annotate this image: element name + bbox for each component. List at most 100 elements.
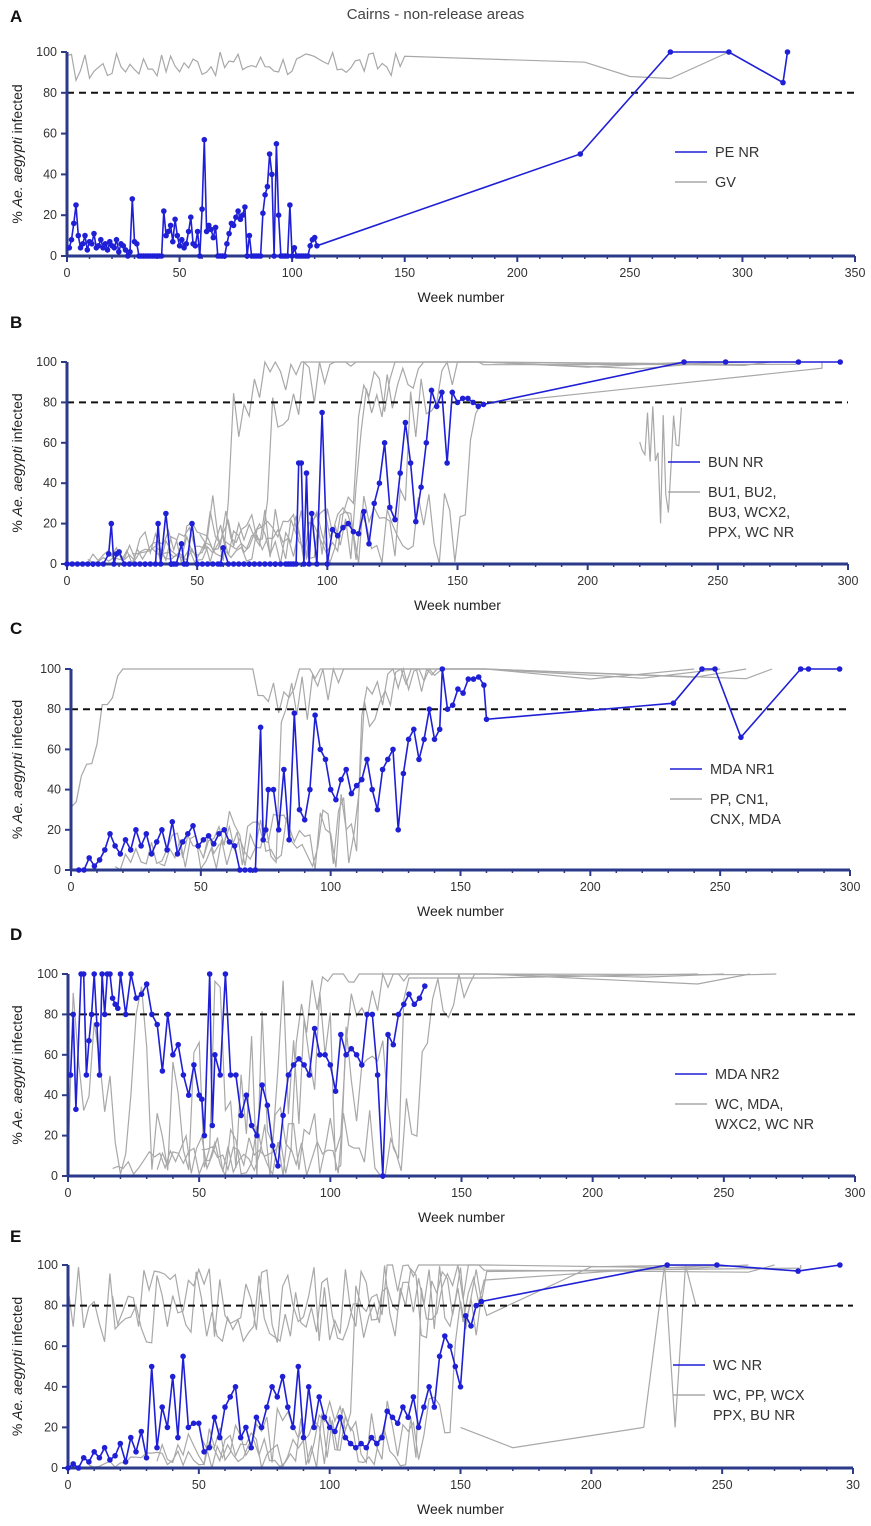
- data-point-c: [333, 796, 339, 803]
- data-point-b: [131, 561, 138, 567]
- data-point-d: [227, 1072, 234, 1078]
- data-point-b: [194, 561, 200, 567]
- data-point-a: [273, 141, 280, 147]
- gray-trace-e-3: [156, 1264, 749, 1466]
- data-point-a: [129, 196, 136, 202]
- data-point-c: [102, 847, 108, 853]
- data-point-b: [178, 541, 185, 547]
- data-point-a: [271, 253, 277, 259]
- data-point-b: [334, 532, 341, 539]
- x-tick-label-e-150: 150: [450, 1478, 471, 1492]
- data-point-e: [133, 1449, 139, 1455]
- data-point-c: [275, 827, 282, 833]
- data-point-b: [121, 561, 128, 567]
- data-point-c: [449, 702, 456, 708]
- data-point-c: [307, 786, 313, 793]
- data-point-e: [664, 1262, 670, 1268]
- data-point-e: [337, 1414, 343, 1421]
- legend-label-gray-b: BU1, BU2,: [708, 485, 777, 501]
- data-point-e: [70, 1461, 76, 1467]
- chart-panel-a: A 0 20 40 60 80 100 0 50 100 150 200 250 300 350 Week n…: [0, 0, 871, 306]
- y-tick-label-b-100: 100: [36, 355, 57, 369]
- data-point-d: [374, 1072, 381, 1078]
- data-point-a: [113, 236, 120, 243]
- y-tick-label-c-0: 0: [54, 863, 61, 877]
- data-point-b: [69, 561, 75, 567]
- data-point-e: [295, 1363, 302, 1370]
- data-point-c: [138, 843, 144, 849]
- data-point-d: [201, 1132, 208, 1139]
- data-point-c: [281, 766, 287, 773]
- data-point-c: [91, 863, 98, 869]
- data-point-c: [153, 839, 160, 845]
- data-point-a: [192, 243, 199, 249]
- data-point-e: [442, 1333, 448, 1339]
- data-point-b: [376, 480, 383, 486]
- data-point-d: [107, 971, 113, 977]
- data-point-d: [112, 1001, 118, 1008]
- gray-trace-c-4: [202, 667, 773, 868]
- data-point-d: [406, 991, 412, 997]
- data-point-a: [257, 253, 264, 259]
- x-axis-title-b: Week number: [414, 597, 501, 612]
- data-point-c: [348, 790, 355, 797]
- data-point-d: [86, 1037, 92, 1044]
- data-point-d: [395, 1011, 402, 1018]
- data-point-d: [80, 971, 87, 977]
- y-tick-label-b-0: 0: [50, 557, 57, 571]
- x-tick-label-e-300: 30: [846, 1478, 860, 1492]
- data-point-a: [134, 241, 140, 247]
- y-tick-label-d-80: 80: [44, 1007, 58, 1021]
- data-point-e: [415, 1424, 422, 1431]
- x-tick-label-e-200: 200: [581, 1478, 602, 1492]
- y-tick-label-a-0: 0: [50, 249, 57, 263]
- data-point-e: [326, 1424, 333, 1431]
- data-point-c: [148, 851, 155, 857]
- data-point-a: [84, 247, 91, 253]
- data-point-a: [199, 206, 205, 212]
- gray-trace-c-3: [159, 666, 747, 871]
- data-point-e: [374, 1440, 380, 1447]
- data-point-c: [374, 806, 381, 813]
- data-point-c: [338, 776, 344, 783]
- data-point-c: [237, 867, 243, 873]
- data-point-a: [206, 222, 212, 229]
- data-point-c: [405, 736, 412, 743]
- data-point-a: [170, 238, 176, 245]
- data-point-d: [117, 971, 124, 977]
- data-point-b: [246, 561, 252, 567]
- x-tick-label-d-250: 250: [713, 1186, 734, 1200]
- data-point-c: [317, 746, 324, 753]
- data-point-c: [426, 706, 433, 712]
- data-point-a: [226, 230, 232, 237]
- panel-letter-a: A: [10, 7, 22, 26]
- data-point-d: [317, 1052, 323, 1058]
- series-line-a: [68, 51, 789, 258]
- data-point-e: [91, 1449, 97, 1455]
- y-tick-label-a-40: 40: [43, 167, 57, 181]
- data-point-e: [405, 1414, 412, 1421]
- data-point-d: [88, 1011, 95, 1018]
- gray-trace-b-7: [639, 406, 682, 524]
- data-point-c: [359, 776, 365, 783]
- data-point-b: [173, 561, 180, 567]
- data-point-d: [217, 1072, 223, 1078]
- data-point-b: [85, 561, 91, 567]
- data-point-a: [73, 202, 79, 208]
- data-point-e: [421, 1404, 427, 1410]
- gray-trace-e-6: [460, 1264, 697, 1449]
- data-point-d: [259, 1082, 265, 1088]
- data-point-c: [301, 817, 308, 823]
- legend-label-gray-e: PPX, BU NR: [713, 1408, 795, 1424]
- x-tick-label-a-250: 250: [619, 266, 640, 280]
- data-point-b: [111, 561, 117, 567]
- y-tick-label-b-60: 60: [43, 436, 57, 450]
- data-point-e: [342, 1434, 349, 1441]
- data-point-c: [699, 666, 705, 672]
- gray-trace-e-1: [67, 1264, 697, 1344]
- y-axis-title-d: % Ae. aegypti infected: [9, 1005, 25, 1144]
- data-point-e: [462, 1313, 469, 1319]
- data-point-b: [350, 528, 357, 535]
- data-point-b: [116, 549, 122, 555]
- data-point-c: [133, 827, 139, 833]
